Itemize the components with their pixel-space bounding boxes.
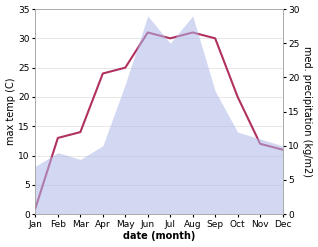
X-axis label: date (month): date (month)	[123, 231, 195, 242]
Y-axis label: max temp (C): max temp (C)	[5, 78, 16, 145]
Y-axis label: med. precipitation (kg/m2): med. precipitation (kg/m2)	[302, 46, 313, 177]
